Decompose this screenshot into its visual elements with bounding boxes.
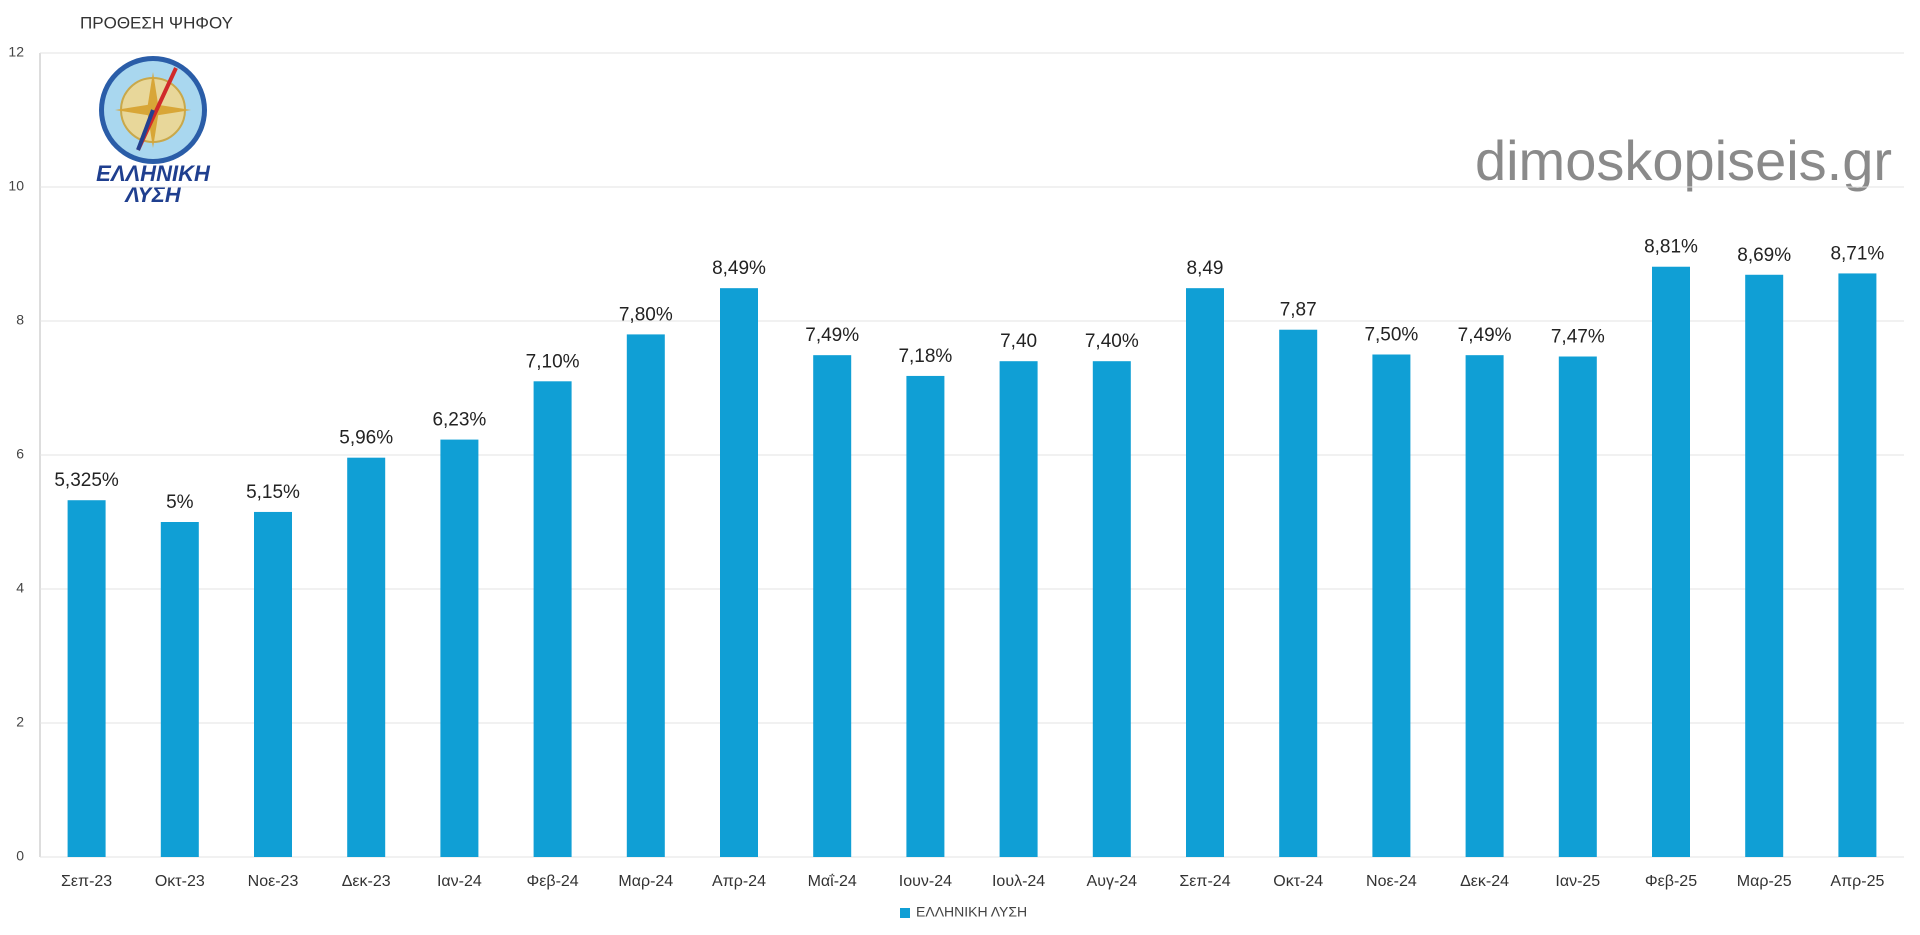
x-tick-label: Σεπ-23: [61, 873, 112, 890]
data-label: 7,49%: [805, 325, 859, 346]
bar: [1372, 354, 1411, 857]
x-tick-label: Οκτ-24: [1273, 873, 1323, 890]
bar: [906, 375, 945, 857]
x-tick-label: Νοε-24: [1366, 873, 1417, 890]
logo-text: ΕΛΛΗΝΙΚΗ: [96, 161, 211, 186]
bar: [626, 334, 665, 857]
bar: [1652, 266, 1690, 858]
bar: [1465, 355, 1504, 857]
x-tick-label: Μαρ-24: [618, 873, 673, 890]
bar: [1186, 288, 1224, 857]
bar: [160, 522, 199, 857]
data-label: 7,10%: [526, 351, 580, 372]
x-tick-label: Δεκ-24: [1460, 873, 1509, 890]
bar: [1558, 356, 1597, 857]
x-tick-label: Φεβ-25: [1645, 873, 1697, 890]
logo-pointer: [136, 109, 155, 151]
data-label: 7,80%: [619, 304, 673, 325]
data-label: 8,49%: [712, 258, 766, 279]
y-tick-label: 10: [8, 178, 24, 194]
data-label: 5%: [166, 492, 194, 513]
data-label: 5,15%: [246, 482, 300, 503]
data-label: 7,40: [1000, 331, 1037, 352]
data-label: 7,87: [1280, 300, 1317, 321]
x-tick-label: Αυγ-24: [1087, 873, 1138, 890]
x-tick-label: Φεβ-24: [526, 873, 578, 890]
x-tick-label: Οκτ-23: [155, 873, 205, 890]
x-tick-label: Νοε-23: [248, 873, 299, 890]
watermark: dimoskopiseis.gr: [1475, 129, 1892, 192]
data-label: 7,49%: [1458, 325, 1512, 346]
data-label: 8,69%: [1737, 245, 1791, 266]
data-label: 7,50%: [1364, 325, 1418, 346]
bar: [720, 288, 758, 857]
x-tick-label: Σεπ-24: [1179, 873, 1230, 890]
data-label: 7,40%: [1085, 331, 1139, 352]
logo-text: ΛΥΣΗ: [124, 182, 182, 207]
legend-label: ΕΛΛΗΝΙΚΗ ΛΥΣΗ: [916, 904, 1027, 920]
y-tick-label: 2: [16, 714, 24, 730]
data-label: 7,47%: [1551, 327, 1605, 348]
x-tick-label: Απρ-24: [712, 873, 766, 890]
data-label: 5,325%: [54, 470, 119, 491]
chart-title: ΠΡΟΘΕΣΗ ΨΗΦΟΥ: [80, 13, 233, 32]
bar: [440, 439, 479, 857]
legend-swatch: [900, 908, 910, 918]
y-tick-label: 4: [16, 580, 24, 596]
y-tick-label: 8: [16, 312, 24, 328]
bar: [1745, 274, 1784, 857]
data-label: 5,96%: [339, 428, 393, 449]
x-tick-label: Ιουλ-24: [992, 873, 1045, 890]
bar: [1092, 361, 1131, 857]
bar: [533, 381, 572, 857]
logo: ΕΛΛΗΝΙΚΗ ΛΥΣΗ: [96, 56, 211, 207]
bar: [813, 355, 852, 857]
x-tick-label: Ιουν-24: [899, 873, 952, 890]
x-tick-label: Μαΐ-24: [808, 873, 857, 890]
data-label: 6,23%: [432, 410, 486, 431]
bar: [1279, 329, 1318, 858]
data-label: 7,18%: [898, 346, 952, 367]
y-tick-label: 12: [8, 44, 24, 60]
bar: [67, 500, 106, 857]
data-label: 8,81%: [1644, 237, 1698, 258]
data-label: 8,49: [1187, 258, 1224, 279]
bar: [347, 457, 386, 857]
x-tick-label: Δεκ-23: [342, 873, 391, 890]
x-tick-label: Απρ-25: [1830, 873, 1884, 890]
y-tick-label: 0: [16, 848, 24, 864]
x-tick-label: Ιαν-24: [437, 873, 482, 890]
bar: [254, 511, 292, 857]
bar: [999, 361, 1038, 857]
x-tick-label: Ιαν-25: [1555, 873, 1600, 890]
y-tick-label: 6: [16, 446, 24, 462]
data-label: 8,71%: [1830, 243, 1884, 264]
x-tick-label: Μαρ-25: [1737, 873, 1792, 890]
bar: [1838, 273, 1877, 857]
